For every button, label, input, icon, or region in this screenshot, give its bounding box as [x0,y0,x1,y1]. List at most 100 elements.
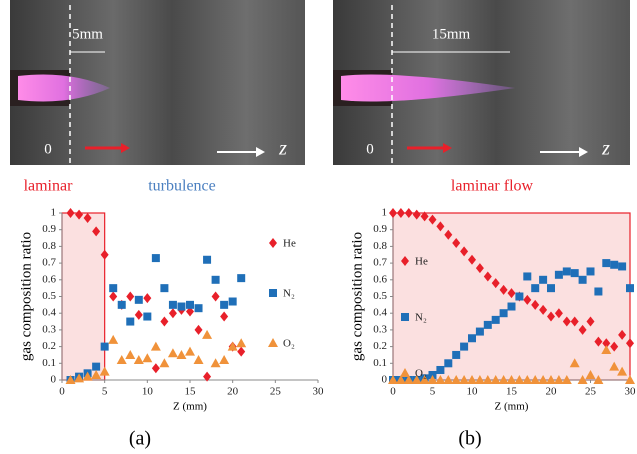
legend-label: N₂ [415,312,427,324]
arrow-head [579,147,588,157]
data-point [65,375,76,384]
data-point [92,226,101,237]
data-point [459,375,470,384]
data-point [108,334,119,344]
legend-label: He [415,256,428,268]
x-axis-label: Z (mm) [173,401,207,413]
data-point [617,366,628,376]
x-tick-label: 25 [270,386,282,398]
data-point [506,375,517,384]
data-point [428,214,437,225]
data-point [436,221,445,232]
y-tick-label: 0.9 [373,223,387,235]
data-point [570,316,579,327]
data-point [133,354,144,364]
x-tick-label: 30 [313,386,325,398]
data-point [522,375,533,384]
distance-label: 15mm [432,26,471,42]
x-tick-label: 10 [467,386,479,398]
y-tick-label: 0.8 [42,240,56,252]
data-point [586,316,595,327]
x-tick-label: 0 [390,386,396,398]
data-point [100,249,109,260]
data-point [237,346,246,357]
data-point [203,371,212,382]
data-point [159,358,170,368]
data-point [444,359,453,368]
data-point [483,271,492,282]
data-point [143,312,152,321]
x-tick-label: 10 [142,386,154,398]
data-point [562,316,571,327]
y-tick-label: 0.9 [42,223,56,235]
data-point [142,353,153,363]
data-point [176,349,187,359]
x-axis-label: Z (mm) [495,401,529,413]
y-tick-label: 0.8 [373,240,387,252]
data-point [194,304,203,313]
data-point [625,375,635,384]
data-point [585,369,596,379]
x-tick-label: 5 [102,386,108,398]
data-point [467,375,477,384]
data-point [443,375,454,384]
region-label: laminar flow [451,178,534,195]
data-point [531,299,540,310]
data-point [451,375,462,384]
data-point [109,291,118,302]
data-point [610,341,619,352]
x-tick-label: 25 [585,386,597,398]
data-point [602,259,611,268]
data-point [75,209,84,220]
arrow-head [443,143,452,153]
y-axis-label: gas composition ratio [18,232,34,361]
distance-label: 5mm [72,26,103,42]
y-tick-label: 0.6 [42,273,56,285]
data-point [547,311,555,322]
legend-marker [269,238,277,248]
caption: (a) [129,428,151,450]
plasma-plume [341,74,515,102]
data-point [490,375,501,384]
data-point [554,308,563,319]
data-point [403,375,414,384]
data-point [109,284,118,293]
x-tick-label: 15 [185,386,197,398]
data-point [167,348,178,358]
data-point [82,371,93,381]
data-point [554,270,563,279]
data-point [194,324,203,335]
data-point [117,300,126,309]
data-point [143,293,152,304]
legend-label: N₂ [283,288,295,300]
data-point [491,315,500,324]
region-label: laminar [24,178,74,195]
data-point [577,375,588,384]
data-point [227,341,238,351]
data-point [452,350,461,359]
legend-marker [268,338,278,347]
data-point [499,309,508,318]
data-point [160,284,169,293]
y-tick-label: 0.5 [42,290,56,302]
data-point [474,375,485,384]
data-point [468,254,476,265]
data-point [91,369,102,379]
data-point [193,354,204,364]
y-tick-label: 0.3 [42,323,56,335]
data-point [626,338,634,349]
data-point [562,267,571,276]
origin-label: 0 [44,141,52,157]
data-point [547,284,555,293]
data-point [396,208,405,218]
data-point [177,302,186,311]
data-point [482,375,493,384]
y-tick-label: 0.3 [373,323,387,335]
data-point [211,275,220,284]
data-point [100,342,109,351]
data-point [452,238,461,249]
y-tick-label: 1 [382,207,388,219]
data-point [419,375,430,384]
data-point [168,300,177,309]
data-point [395,375,406,384]
